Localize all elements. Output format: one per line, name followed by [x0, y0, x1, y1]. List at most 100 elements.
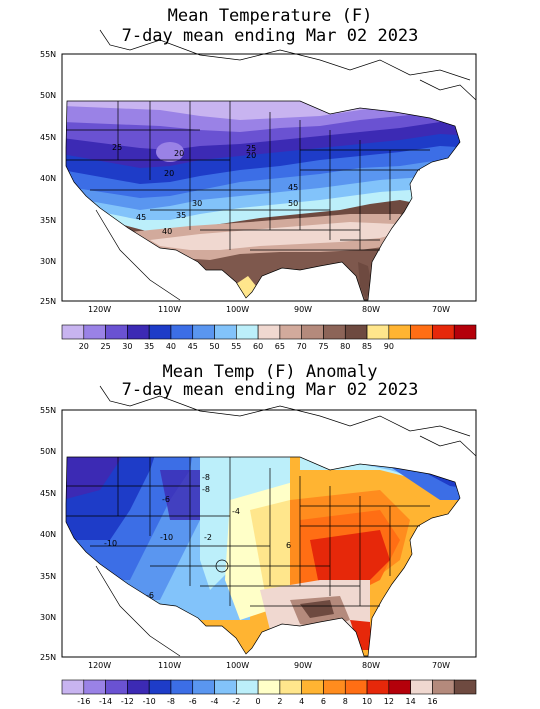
map2-legend-label: -12 — [121, 697, 134, 706]
map1-legend-label: 80 — [340, 342, 350, 351]
map2-legend-swatch — [410, 679, 433, 695]
map2-legend-swatch — [170, 679, 194, 695]
map2-lat-label: 45N — [40, 489, 56, 498]
map1-title-line2: 7-day mean ending Mar 02 2023 — [121, 26, 419, 46]
map2-contour-labels: -8 -8 -6 -4 -10 -10 -2 6 -6 — [104, 473, 291, 600]
map1-legend-swatch — [148, 324, 172, 340]
map1-contour-label: 35 — [176, 211, 186, 220]
map1-legend-swatch — [301, 324, 324, 340]
map2-legend-label: 8 — [343, 697, 348, 706]
map1-legend-label: 65 — [275, 342, 285, 351]
map2-lon-axis: 120W 110W 100W 90W 80W 70W — [88, 661, 450, 670]
map2-legend-label: -8 — [167, 697, 175, 706]
map2-contour-label: -10 — [160, 533, 173, 542]
map2-contour-label: -2 — [204, 533, 212, 542]
map1-contour-label: 50 — [288, 199, 298, 208]
map1-lat-label: 45N — [40, 133, 56, 142]
map1-lon-label: 80W — [362, 305, 380, 314]
map2-legend-swatch — [148, 679, 172, 695]
map1-lon-label: 110W — [158, 305, 181, 314]
map1-legend-swatch — [105, 324, 128, 340]
map1-legend-label: 60 — [253, 342, 263, 351]
map2-legend-swatch — [366, 679, 390, 695]
map2-legend-label: 2 — [277, 697, 282, 706]
map2-boundaries — [65, 385, 477, 657]
map2-legend-swatch — [388, 679, 411, 695]
map2-lat-label: 30N — [40, 613, 56, 622]
map2-legend-label: -10 — [143, 697, 156, 706]
map2-legend-swatch — [257, 679, 281, 695]
map2-contour-label: -4 — [232, 507, 240, 516]
map2-lat-label: 50N — [40, 447, 56, 456]
map2-lat-axis: 55N 50N 45N 40N 35N 30N 25N — [40, 406, 56, 662]
map1-legend-label: 90 — [384, 342, 394, 351]
map2-legend-swatch — [236, 679, 259, 695]
map1-lon-label: 120W — [88, 305, 111, 314]
map2-lon-label: 120W — [88, 661, 111, 670]
map2-legend-swatch — [344, 679, 368, 695]
map2-legend-label: 14 — [406, 697, 416, 706]
map1-legend-label: 50 — [209, 342, 219, 351]
map1-title-line1: Mean Temperature (F) — [167, 6, 373, 26]
map2-legend-swatch — [214, 679, 237, 695]
map1-legend-swatch — [214, 324, 237, 340]
map1-legend-label: 55 — [231, 342, 241, 351]
map1-legend-swatch — [127, 324, 150, 340]
map2-legend-label: -16 — [77, 697, 90, 706]
map2-legend-swatch — [432, 679, 455, 695]
map1-lat-label: 55N — [40, 50, 56, 59]
map1-legend-swatch — [83, 324, 106, 340]
map2-legend-swatch — [127, 679, 150, 695]
map2-legend-swatch — [105, 679, 128, 695]
map2-contour-label: -6 — [162, 495, 170, 504]
map2-legend-label: -2 — [232, 697, 240, 706]
map1-legend-label: 40 — [166, 342, 176, 351]
map1-legend-label: 75 — [318, 342, 328, 351]
map1-contour-label: 25 — [246, 144, 256, 153]
map2-lon-label: 110W — [158, 661, 181, 670]
map1-lat-axis: 55N 50N 45N 40N 35N 30N 25N — [40, 50, 56, 306]
map1-legend-label: 25 — [100, 342, 110, 351]
map1-legend-label: 70 — [297, 342, 307, 351]
map2-lat-label: 55N — [40, 406, 56, 415]
map1-lon-axis: 120W 110W 100W 90W 80W 70W — [88, 305, 450, 314]
map2-contour-label: -6 — [146, 591, 154, 600]
map1-lon-label: 90W — [294, 305, 312, 314]
map2-color-legend: -16 -14 -12 -10 -8 -6 -4 -2 0 2 4 6 8 10 12 14 16 — [61, 679, 477, 706]
map1-legend-swatch — [61, 324, 85, 340]
map2-lon-label: 80W — [362, 661, 380, 670]
map2-legend-swatch — [301, 679, 324, 695]
map1-panel: 25 20 20 25 20 45 50 30 35 45 40 55N 50N… — [40, 29, 477, 351]
map2-legend-label: 12 — [384, 697, 394, 706]
map1-lat-label: 35N — [40, 216, 56, 225]
map2-title-line1: Mean Temp (F) Anomaly — [162, 362, 378, 382]
map1-legend-swatch — [410, 324, 433, 340]
map2-legend-swatch — [61, 679, 85, 695]
map1-legend-swatch — [388, 324, 411, 340]
map2-contour-label: -8 — [202, 473, 210, 482]
map2-contour-label: -8 — [202, 485, 210, 494]
map2-lat-label: 35N — [40, 572, 56, 581]
map1-lat-label: 50N — [40, 91, 56, 100]
map2-lon-label: 90W — [294, 661, 312, 670]
map1-contour-label: 45 — [288, 183, 298, 192]
map1-legend-swatch — [344, 324, 368, 340]
map2-legend-label: 0 — [256, 697, 261, 706]
map2-legend-swatch — [83, 679, 106, 695]
map2-legend-label: -4 — [211, 697, 219, 706]
map2-legend-label: 6 — [321, 697, 326, 706]
map1-contour-label: 40 — [162, 227, 172, 236]
map1-legend-swatch — [366, 324, 390, 340]
map1-legend-swatch — [323, 324, 346, 340]
map1-legend-swatch — [279, 324, 302, 340]
map1-contour-label: 30 — [192, 199, 202, 208]
map1-color-legend: 20 25 30 35 40 45 50 55 60 65 70 75 80 85 90 — [61, 324, 477, 351]
map2-contour-label: 6 — [286, 541, 291, 550]
map1-legend-swatch — [453, 324, 477, 340]
map2-lat-label: 25N — [40, 653, 56, 662]
map1-contour-labels: 25 20 20 25 20 45 50 30 35 45 40 — [112, 143, 298, 236]
map2-legend-label: 10 — [362, 697, 372, 706]
map2-panel: -8 -8 -6 -4 -10 -10 -2 6 -6 55N 50N 45N … — [40, 385, 477, 706]
map2-legend-swatch — [453, 679, 477, 695]
map1-legend-label: 35 — [144, 342, 154, 351]
